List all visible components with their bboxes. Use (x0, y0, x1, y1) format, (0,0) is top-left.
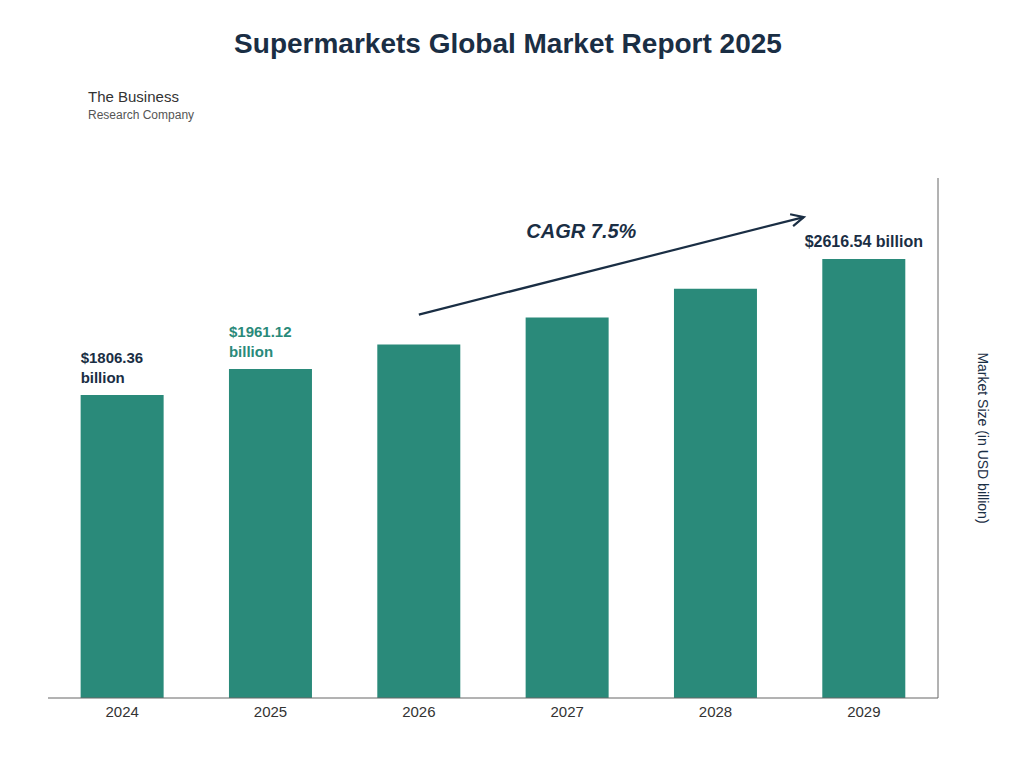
html-text:Supermarkets Global Market Rep: Supermarkets Global Market Report 2025 (234, 28, 782, 59)
svg-text:$2616.54 billion: $2616.54 billion (805, 233, 923, 250)
svg-text:2027: 2027 (550, 703, 583, 720)
svg-text:2026: 2026 (402, 703, 435, 720)
html-text:Research Company: Research Company (88, 108, 195, 122)
svg-text:$1961.12: $1961.12 (229, 323, 292, 340)
svg-text:$1806.36: $1806.36 (81, 349, 144, 366)
svg-text:billion: billion (229, 343, 273, 360)
svg-text:CAGR 7.5%: CAGR 7.5% (526, 220, 636, 242)
svg-text:billion: billion (81, 369, 125, 386)
svg-text:2025: 2025 (254, 703, 287, 720)
svg-text:2029: 2029 (847, 703, 880, 720)
html-text:The Business: The Business (88, 88, 179, 105)
svg-text:Market Size (in USD billion): Market Size (in USD billion) (975, 352, 991, 523)
svg-text:2028: 2028 (699, 703, 732, 720)
svg-text:2024: 2024 (105, 703, 138, 720)
